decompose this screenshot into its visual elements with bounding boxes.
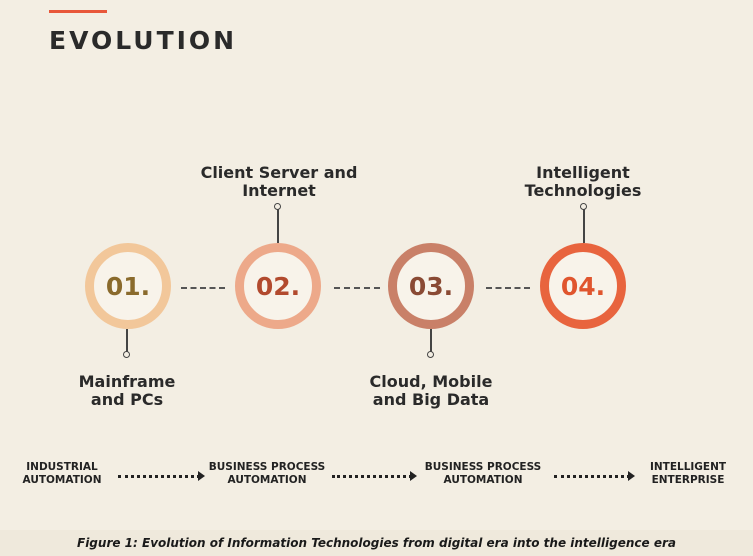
stage-1-label: Mainframe and PCs [56, 373, 198, 409]
stage-2-circle: 02. [235, 243, 321, 329]
stage-3-circle: 03. [388, 243, 474, 329]
stage-4-stem [583, 209, 585, 243]
figure-caption: Figure 1: Evolution of Information Techn… [77, 536, 676, 550]
flow-arrow-2 [332, 475, 412, 478]
flow-step-1: INDUSTRIAL AUTOMATION [14, 461, 110, 487]
flow-arrowhead-3 [628, 471, 635, 481]
stage-1-circle: 01. [85, 243, 171, 329]
diagram-panel: EVOLUTION 01. Mainframe and PCs Client S… [14, 10, 736, 487]
accent-line [49, 10, 107, 13]
stage-1-number: 01. [105, 271, 151, 301]
flow-step-2: BUSINESS PROCESS AUTOMATION [208, 461, 326, 487]
heading: EVOLUTION [49, 26, 238, 55]
stage-3-label: Cloud, Mobile and Big Data [356, 373, 506, 409]
flow-step-4-line2: ENTERPRISE [651, 474, 725, 486]
stage-1-label-line2: and PCs [90, 390, 164, 409]
flow-step-4-line1: INTELLIGENT [649, 461, 727, 473]
flow-step-3: BUSINESS PROCESS AUTOMATION [420, 461, 546, 487]
stage-4-label: Intelligent Technologies [508, 164, 658, 200]
connector-2-3 [334, 287, 380, 289]
stage-2-label: Client Server and Internet [186, 164, 372, 200]
stage-2-stem [277, 209, 279, 243]
connector-3-4 [486, 287, 530, 289]
stage-4-circle: 04. [540, 243, 626, 329]
stage-3-dot [427, 351, 434, 358]
connector-1-2 [181, 287, 225, 289]
stage-2-label-line2: Internet [242, 181, 316, 200]
flow-step-1-line2: AUTOMATION [22, 474, 102, 486]
flow-step-3-line2: AUTOMATION [443, 474, 523, 486]
stage-3-stem [430, 329, 432, 354]
stage-1-label-line1: Mainframe [78, 372, 176, 391]
stage-3-label-line2: and Big Data [372, 390, 490, 409]
flow-step-4: INTELLIGENT ENTERPRISE [640, 461, 736, 487]
stage-2-label-line1: Client Server and [200, 163, 358, 182]
stage-1-dot [123, 351, 130, 358]
stage-2-number: 02. [255, 271, 301, 301]
flow-arrowhead-2 [410, 471, 417, 481]
flow-step-2-line1: BUSINESS PROCESS [208, 461, 326, 473]
flow-arrowhead-1 [198, 471, 205, 481]
flow-arrow-1 [118, 475, 200, 478]
stage-4-label-line2: Technologies [524, 181, 642, 200]
stage-4-number: 04. [560, 271, 606, 301]
stage-1-stem [126, 329, 128, 354]
flow-arrow-3 [554, 475, 630, 478]
stage-4-label-line1: Intelligent [536, 163, 630, 182]
flow-step-2-line2: AUTOMATION [227, 474, 307, 486]
stage-3-label-line1: Cloud, Mobile [369, 372, 493, 391]
flow-step-3-line1: BUSINESS PROCESS [424, 461, 542, 473]
stage-3-number: 03. [408, 271, 454, 301]
flow-step-1-line1: INDUSTRIAL [26, 461, 98, 473]
